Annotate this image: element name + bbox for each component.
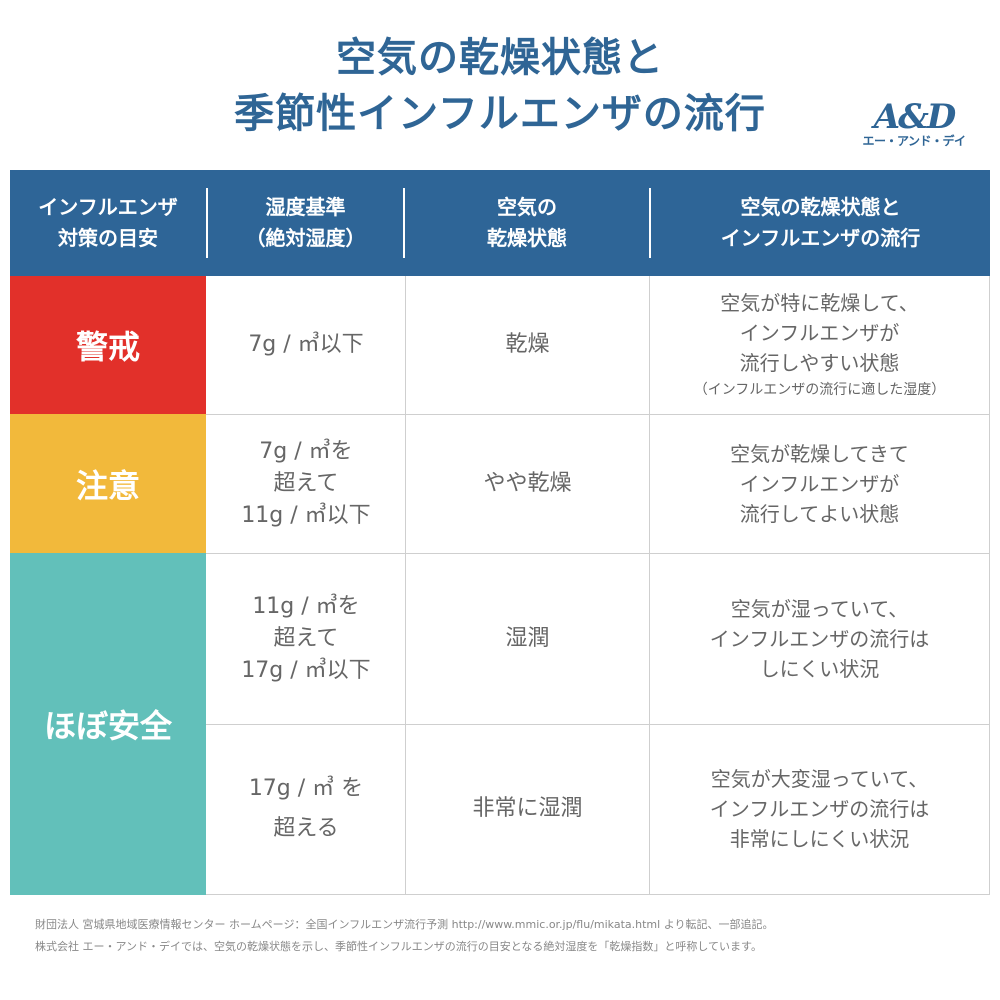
humidity-text: 11g / ㎥を	[252, 593, 360, 619]
grid-line	[989, 276, 990, 895]
grid-line	[206, 414, 990, 415]
title-line-2: 季節性インフルエンザの流行	[234, 91, 766, 137]
level-caution: 注意	[10, 414, 206, 553]
state-cell: 湿潤	[505, 625, 550, 651]
source-footnote: 財団法人 宮城県地域医療情報センター ホームページ：全国インフルエンザ流行予測 …	[35, 914, 975, 958]
humidity-text: 超えて	[273, 470, 339, 496]
header-text: インフルエンザ	[38, 195, 178, 219]
description-text: 空気が湿っていて、	[730, 596, 909, 621]
header-divider	[403, 188, 405, 258]
description-text: インフルエンザが	[739, 321, 900, 345]
description-note: （インフルエンザの流行に適した湿度）	[693, 382, 946, 398]
logo-mark: A&D	[873, 97, 957, 137]
description-text: しにくい状況	[759, 656, 880, 681]
humidity-text: 7g / ㎥以下	[248, 332, 364, 357]
page-title: 空気の乾燥状態と 季節性インフルエンザの流行	[0, 30, 1000, 142]
header-humidity-standard: 湿度基準 （絶対湿度）	[207, 170, 404, 276]
state-cell: 非常に湿潤	[472, 796, 583, 821]
description-cell: 空気が湿っていて、 インフルエンザの流行は しにくい状況	[650, 553, 989, 724]
header-text: 空気の	[497, 195, 557, 219]
level-warning: 警戒	[10, 276, 206, 414]
description-cell: 空気が大変湿っていて、 インフルエンザの流行は 非常にしにくい状況	[650, 724, 989, 894]
header-influenza-trend: 空気の乾燥状態と インフルエンザの流行	[651, 170, 990, 276]
header-text: 湿度基準	[265, 195, 346, 219]
description-text: 流行しやすい状態	[739, 351, 900, 375]
description-text: インフルエンザが	[739, 471, 900, 496]
table-header: インフルエンザ 対策の目安 湿度基準 （絶対湿度） 空気の乾燥状態 空気の乾燥状態と…	[10, 170, 990, 276]
header-text: 乾燥状態	[487, 226, 567, 250]
humidity-cell: 7g / ㎥以下	[207, 276, 405, 414]
grid-line	[206, 724, 990, 725]
header-text: 対策の目安	[58, 226, 158, 250]
humidity-text: 7g / ㎥を	[259, 438, 353, 464]
state-cell: 乾燥	[505, 332, 550, 357]
description-text: 流行してよい状態	[739, 501, 900, 526]
grid-line	[206, 894, 990, 895]
humidity-cell: 11g / ㎥を 超えて 17g / ㎥以下	[207, 553, 405, 724]
description-text: 非常にしにくい状況	[729, 827, 910, 851]
brand-logo: A&D エー・アンド・デイ	[858, 100, 970, 152]
grid-line	[206, 553, 990, 554]
grid-line	[405, 276, 406, 895]
state-cell: やや乾燥	[483, 470, 572, 496]
humidity-text: 超える	[273, 816, 339, 841]
header-text: （絶対湿度）	[245, 226, 366, 250]
description-cell: 空気が乾燥してきて インフルエンザが 流行してよい状態	[650, 414, 989, 553]
humidity-table: インフルエンザ 対策の目安 湿度基準 （絶対湿度） 空気の乾燥状態 空気の乾燥状態と…	[10, 170, 990, 895]
description-text: 空気が大変湿っていて、	[710, 767, 929, 791]
level-almost-safe: ほぼ安全	[10, 553, 206, 895]
description-text: 空気が乾燥してきて	[730, 441, 909, 466]
description-cell: 空気が特に乾燥して、 インフルエンザが 流行しやすい状態 （インフルエンザの流行…	[650, 276, 989, 414]
description-text: インフルエンザの流行は	[709, 626, 930, 651]
header-text: 空気の乾燥状態と	[740, 195, 901, 219]
header-divider	[206, 188, 208, 258]
header-measure-guide: インフルエンザ 対策の目安	[10, 170, 206, 276]
humidity-text: 11g / ㎥以下	[241, 502, 371, 528]
description-text: 空気が特に乾燥して、	[720, 291, 919, 315]
humidity-cell: 7g / ㎥を 超えて 11g / ㎥以下	[207, 414, 405, 553]
footnote-line-1: 財団法人 宮城県地域医療情報センター ホームページ：全国インフルエンザ流行予測 …	[35, 918, 774, 931]
humidity-text: 超えて	[273, 625, 339, 651]
footnote-line-2: 株式会社 エー・アンド・デイでは、空気の乾燥状態を示し、季節性インフルエンザの流…	[35, 940, 762, 953]
humidity-cell: 17g / ㎥ を 超える	[207, 724, 405, 894]
description-text: インフルエンザの流行は	[709, 797, 930, 821]
humidity-text: 17g / ㎥以下	[241, 657, 371, 683]
logo-kana: エー・アンド・デイ	[862, 134, 966, 148]
humidity-text: 17g / ㎥ を	[248, 776, 364, 801]
header-divider	[649, 188, 651, 258]
header-dryness-state: 空気の 乾燥状態	[405, 170, 649, 276]
grid-line	[649, 276, 650, 895]
title-line-1: 空気の乾燥状態と	[336, 35, 664, 81]
header-text: インフルエンザの流行	[720, 226, 921, 250]
